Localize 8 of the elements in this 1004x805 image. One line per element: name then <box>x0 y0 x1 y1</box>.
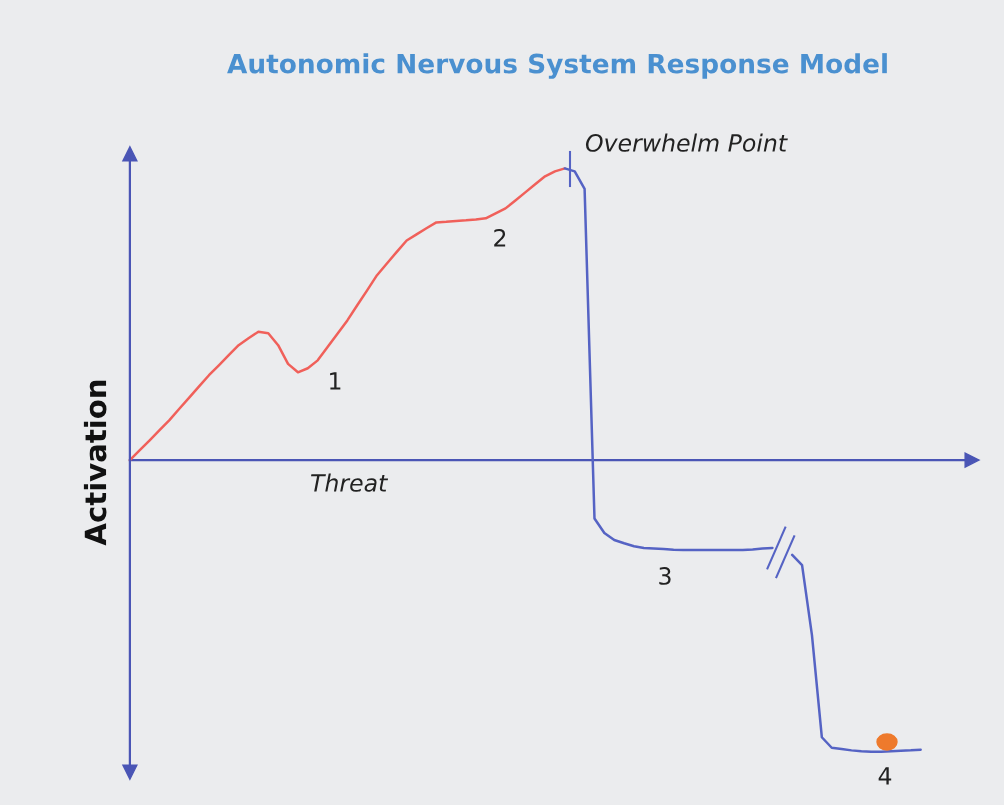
x-axis-title: Threat <box>311 473 389 492</box>
annotation: 3 <box>659 566 671 585</box>
annotation: 2 <box>494 228 506 247</box>
text: Overwhelm Point <box>585 133 788 152</box>
y-axis-title: Activation <box>83 380 107 546</box>
chart-title: Autonomic Nervous System Response Model <box>227 53 887 79</box>
text: 4 <box>878 767 892 785</box>
annotation: 1 <box>330 372 341 390</box>
